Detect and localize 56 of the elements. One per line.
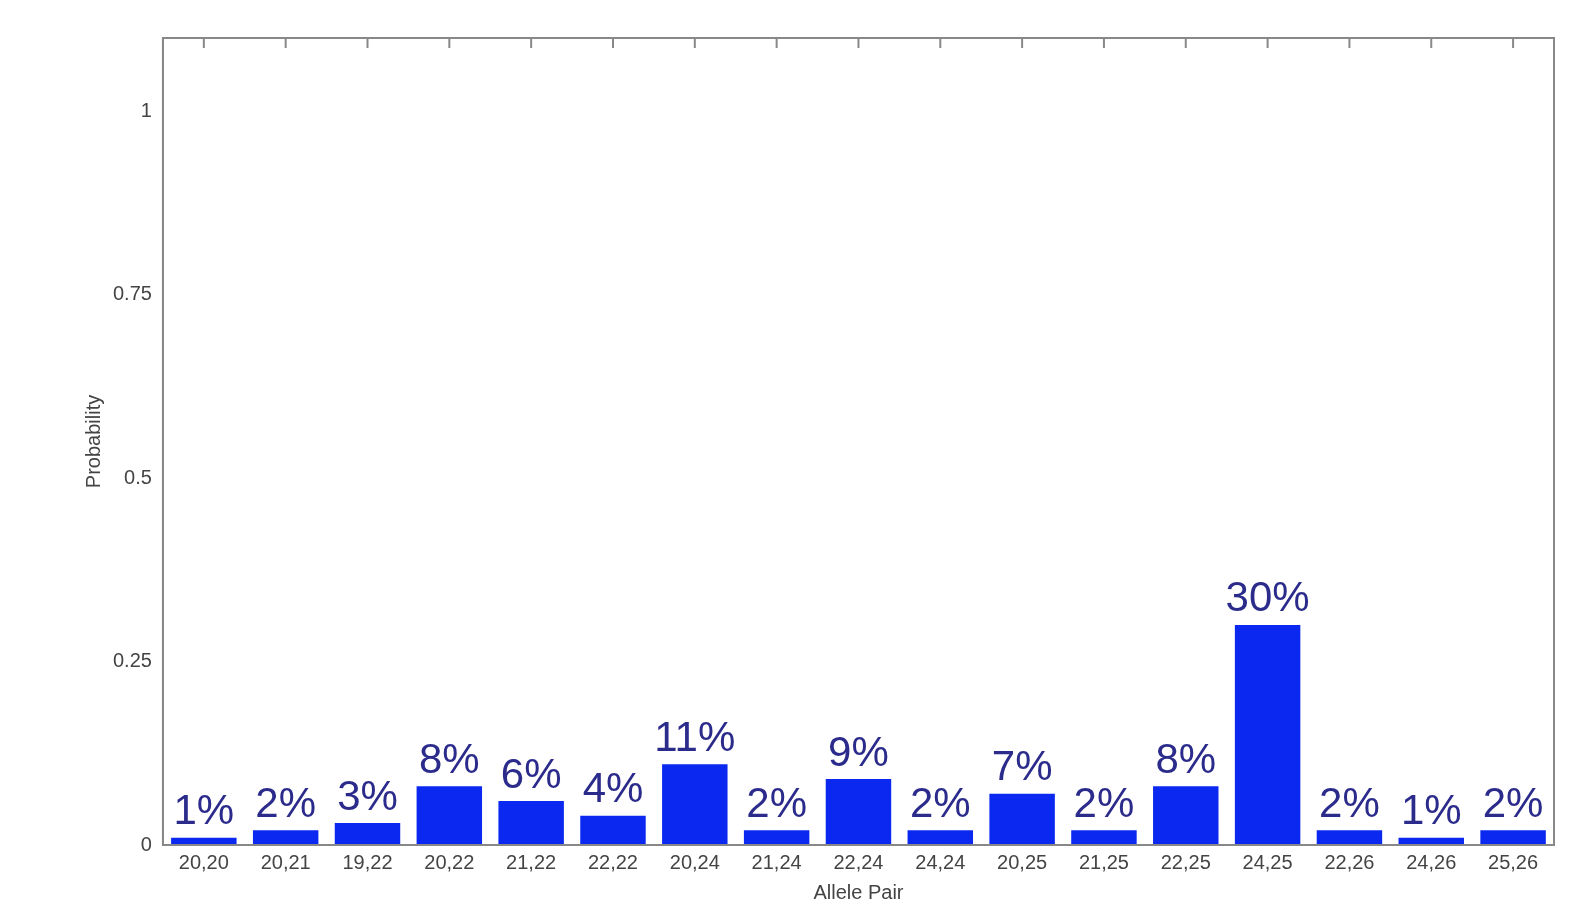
bar: [907, 830, 974, 845]
bar: [1153, 786, 1219, 845]
y-tick-label: 0.25: [112, 649, 152, 672]
data-label: 2%: [746, 778, 807, 826]
data-label: 9%: [828, 727, 889, 775]
data-label: 3%: [337, 771, 398, 819]
x-tick-label: 20,25: [997, 850, 1048, 873]
x-tick-label: 20,21: [260, 850, 311, 873]
x-tick-label: 21,22: [506, 850, 557, 873]
x-tick-label: 24,24: [915, 850, 966, 873]
x-tick-label: 21,24: [751, 850, 802, 873]
bar: [334, 822, 401, 845]
bar: [1071, 830, 1137, 845]
data-label: 1%: [173, 786, 235, 834]
x-tick-label: 24,25: [1242, 850, 1293, 873]
data-label: 2%: [909, 778, 971, 826]
data-label: 4%: [582, 764, 644, 812]
x-tick-label: 20,22: [424, 850, 475, 873]
data-label: 30%: [1225, 573, 1310, 621]
y-tick-label: 0.5: [124, 465, 152, 488]
x-tick-label: 22,25: [1160, 850, 1211, 873]
y-tick-label: 0.75: [112, 282, 152, 305]
bar: [743, 830, 810, 845]
bar: [252, 830, 319, 845]
data-label: 2%: [255, 778, 317, 826]
y-tick-label: 0: [140, 832, 152, 855]
x-tick-label: 20,20: [178, 850, 229, 873]
bar: [1480, 830, 1546, 845]
bar: [1316, 830, 1383, 845]
data-label: 11%: [654, 712, 736, 760]
x-tick-label: 22,26: [1324, 850, 1375, 873]
y-tick-label: 1: [140, 98, 152, 121]
y-axis-title: Probability: [81, 394, 104, 489]
bar: [989, 793, 1055, 845]
data-label: 6%: [500, 749, 562, 797]
x-tick-label: 24,26: [1406, 850, 1457, 873]
bar: [1234, 624, 1301, 845]
data-label: 1%: [1400, 786, 1462, 834]
data-label: 2%: [1319, 778, 1380, 826]
x-tick-label: 25,26: [1488, 850, 1539, 873]
x-axis-title: Allele Pair: [813, 880, 904, 903]
data-label: 2%: [1482, 778, 1544, 826]
bar: [416, 786, 483, 845]
bar: [498, 800, 564, 845]
bar: [580, 815, 646, 845]
data-label: 8%: [418, 734, 480, 782]
x-tick-label: 20,24: [669, 850, 720, 873]
data-label: 7%: [991, 742, 1053, 790]
x-tick-label: 19,22: [342, 850, 393, 873]
x-tick-label: 22,22: [587, 850, 639, 873]
data-label: 2%: [1073, 778, 1135, 826]
x-tick-label: 21,25: [1078, 850, 1129, 873]
data-label: 8%: [1155, 734, 1217, 782]
x-tick-label: 22,24: [833, 850, 884, 873]
bar: [825, 778, 892, 845]
bar: [662, 764, 728, 845]
